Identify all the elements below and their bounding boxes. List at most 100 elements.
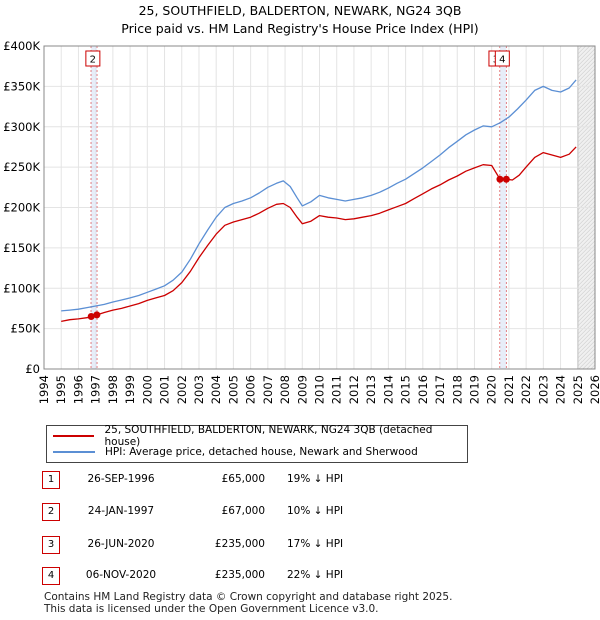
x-tick-label: 2000 — [140, 375, 154, 404]
sale-point — [502, 175, 510, 183]
x-tick-label: 1997 — [89, 375, 103, 404]
sale-date: 24-JAN-1997 — [87, 505, 155, 517]
axis-tick-labels: £0 £50K £100K £150K £200K £250K £300K £350K £400… — [3, 39, 600, 404]
y-tick-label: £0 — [25, 362, 40, 376]
sale-price: £235,000 — [214, 569, 265, 581]
x-tick-label: 2025 — [571, 375, 585, 404]
x-tick-label: 2008 — [278, 375, 292, 404]
x-tick-label: 2015 — [399, 375, 413, 404]
sale-band — [91, 46, 97, 369]
x-tick-label: 2006 — [244, 375, 258, 404]
chart-plot: £0 £50K £100K £150K £200K £250K £300K £350K £400… — [3, 39, 600, 404]
sale-price: £235,000 — [214, 538, 265, 550]
sale-number-badge: 3 — [42, 536, 60, 554]
x-tick-label: 2022 — [519, 375, 533, 404]
future-hatch — [577, 300, 595, 319]
x-tick-label: 1994 — [37, 375, 51, 404]
y-tick-label: £150K — [3, 241, 40, 255]
sale-band — [499, 46, 507, 369]
sale-date: 26-SEP-1996 — [87, 473, 155, 485]
x-tick-label: 2003 — [192, 375, 206, 404]
sale-date: 06-NOV-2020 — [85, 569, 157, 581]
chart-title-line1: 25, SOUTHFIELD, BALDERTON, NEWARK, NG24 … — [138, 3, 462, 18]
sale-row: 4 06-NOV-2020 £235,000 22% ↓ HPI — [42, 566, 442, 586]
plot-border — [43, 45, 596, 370]
x-tick-label: 2013 — [364, 375, 378, 404]
y-tick-label: £200K — [3, 201, 40, 215]
x-tick-label: 1998 — [106, 375, 120, 404]
sale-number-badge: 1 — [42, 471, 60, 489]
y-tick-label: £350K — [3, 79, 40, 93]
x-tick-label: 2001 — [158, 375, 172, 404]
future-hatch — [577, 312, 595, 331]
x-tick-label: 1995 — [54, 375, 68, 404]
x-tick-label: 2014 — [381, 375, 395, 404]
footer-license: This data is licensed under the Open Gov… — [44, 603, 379, 615]
future-hatch — [577, 96, 595, 115]
sale-row: 1 26-SEP-1996 £65,000 19% ↓ HPI — [42, 470, 442, 490]
x-tick-label: 2004 — [209, 375, 223, 404]
sale-hpi-diff: 19% ↓ HPI — [287, 473, 344, 485]
sale-marker-label: 4 — [499, 55, 505, 66]
sale-row: 2 24-JAN-1997 £67,000 10% ↓ HPI — [42, 502, 442, 522]
footer: Contains HM Land Registry data © Crown c… — [44, 591, 452, 615]
grid-lines — [43, 45, 596, 370]
x-tick-label: 2021 — [502, 375, 516, 404]
legend-swatch-hpi — [53, 451, 95, 453]
y-tick-label: £250K — [3, 160, 40, 174]
sale-price: £67,000 — [221, 505, 265, 517]
x-tick-label: 2018 — [450, 375, 464, 404]
sale-marker-box — [85, 50, 101, 67]
x-tick-label: 2011 — [330, 375, 344, 404]
sale-marker-label: 2 — [90, 55, 96, 66]
legend-label-property: 25, SOUTHFIELD, BALDERTON, NEWARK, NG24 … — [104, 424, 433, 448]
x-tick-label: 2023 — [536, 375, 550, 404]
x-tick-label: 2019 — [467, 375, 481, 404]
sale-marker-labels: 234 — [85, 50, 510, 67]
series-line-property — [61, 146, 577, 323]
future-hatch — [577, 308, 595, 327]
future-hatch — [577, 84, 595, 103]
x-tick-label: 2009 — [295, 375, 309, 404]
sale-hpi-diff: 17% ↓ HPI — [287, 538, 344, 550]
sale-number-badge: 4 — [42, 567, 60, 585]
y-tick-label: £100K — [3, 281, 40, 295]
chart-title-line2: Price paid vs. HM Land Registry's House … — [121, 21, 479, 36]
future-hatch — [577, 88, 595, 107]
series-lines — [61, 79, 577, 323]
legend-swatch-property — [53, 435, 95, 437]
legend-label-hpi: HPI: Average price, detached house, Newa… — [105, 446, 418, 458]
x-tick-label: 1996 — [71, 375, 85, 404]
x-tick-label: 2002 — [175, 375, 189, 404]
chart-title: 25, SOUTHFIELD, BALDERTON, NEWARK, NG24 … — [0, 2, 600, 38]
x-tick-label: 2005 — [226, 375, 240, 404]
sale-number-badge: 2 — [42, 503, 60, 521]
sale-date: 26-JUN-2020 — [87, 538, 155, 550]
sale-point — [496, 175, 504, 183]
sale-marker-box — [494, 50, 510, 67]
legend-item-property: 25, SOUTHFIELD, BALDERTON, NEWARK, NG24 … — [53, 424, 467, 448]
sale-price: £65,000 — [221, 473, 265, 485]
series-line-hpi — [61, 79, 577, 312]
sale-point — [87, 313, 95, 321]
footer-copyright: Contains HM Land Registry data © Crown c… — [44, 591, 453, 603]
x-tick-label: 2016 — [416, 375, 430, 404]
x-tick-label: 2024 — [554, 375, 568, 404]
y-tick-label: £50K — [11, 322, 41, 336]
x-tick-label: 2020 — [485, 375, 499, 404]
future-hatch — [594, 368, 595, 369]
sale-point — [93, 311, 101, 319]
x-tick-label: 2007 — [261, 375, 275, 404]
y-tick-label: £400K — [3, 39, 40, 53]
x-tick-label: 2010 — [313, 375, 327, 404]
y-tick-label: £300K — [3, 120, 40, 134]
future-hatch — [577, 92, 595, 111]
legend: 25, SOUTHFIELD, BALDERTON, NEWARK, NG24 … — [46, 424, 468, 463]
legend-item-hpi: HPI: Average price, detached house, Newa… — [53, 444, 418, 460]
sale-hpi-diff: 22% ↓ HPI — [287, 569, 344, 581]
x-tick-label: 2017 — [433, 375, 447, 404]
sale-hpi-diff: 10% ↓ HPI — [287, 505, 344, 517]
x-tick-label: 2026 — [588, 375, 600, 404]
plot-frame — [43, 45, 596, 370]
x-tick-label: 1999 — [123, 375, 137, 404]
